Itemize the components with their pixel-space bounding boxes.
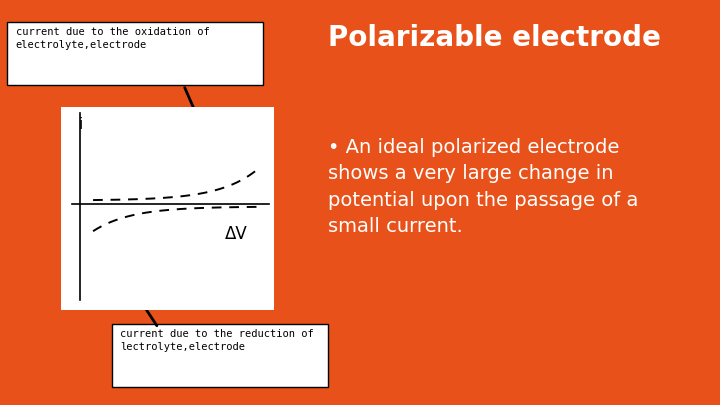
Text: ΔV: ΔV — [225, 225, 248, 243]
Text: • An ideal polarized electrode
shows a very large change in
potential upon the p: • An ideal polarized electrode shows a v… — [328, 138, 638, 236]
Text: current due to the reduction of
lectrolyte,electrode: current due to the reduction of lectroly… — [120, 329, 314, 352]
FancyBboxPatch shape — [7, 22, 263, 85]
FancyBboxPatch shape — [112, 324, 328, 387]
Text: i: i — [78, 117, 83, 132]
Text: Polarizable electrode: Polarizable electrode — [328, 24, 660, 52]
Text: current due to the oxidation of
electrolyte,electrode: current due to the oxidation of electrol… — [16, 27, 210, 50]
